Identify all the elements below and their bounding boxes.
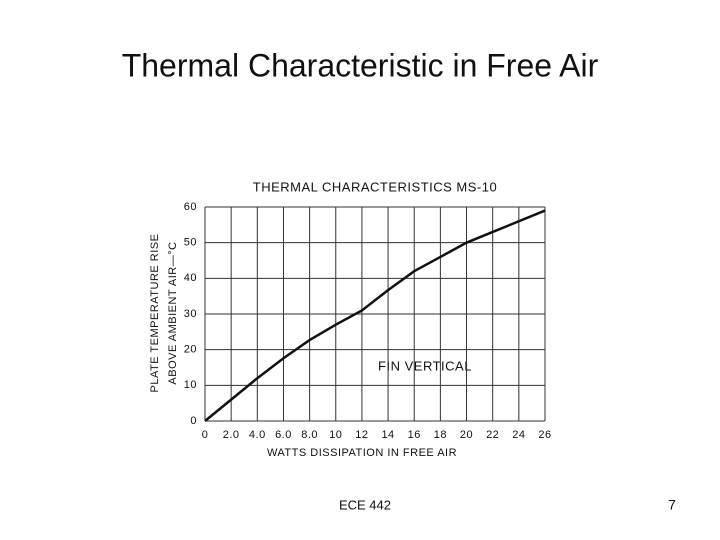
x-tick-label: 24 <box>512 429 525 441</box>
x-tick-label: 10 <box>329 429 342 441</box>
data-line <box>204 209 546 422</box>
x-tick-label: 22 <box>486 429 499 441</box>
x-tick-label: 18 <box>434 429 447 441</box>
y-tick-label: 60 <box>184 201 197 213</box>
x-tick-label: 2.0 <box>223 429 240 441</box>
y-tick-label: 40 <box>184 272 197 284</box>
x-tick-label: 16 <box>408 429 421 441</box>
annotation: FIN VERTICAL <box>378 358 472 373</box>
y-tick-label: 0 <box>190 415 197 427</box>
chart-title: THERMAL CHARACTERISTICS MS-10 <box>253 179 497 194</box>
y-axis-label: PLATE TEMPERATURE RISE <box>149 234 161 393</box>
y-tick-label: 50 <box>184 237 197 249</box>
page-number: 7 <box>668 497 676 513</box>
x-tick-label: 4.0 <box>249 429 266 441</box>
y-tick-label: 30 <box>184 308 197 320</box>
y-tick-label: 20 <box>184 344 197 356</box>
x-tick-label: 14 <box>381 429 394 441</box>
x-tick-label: 12 <box>355 429 368 441</box>
x-axis-label: WATTS DISSIPATION IN FREE AIR <box>267 447 457 459</box>
x-tick-label: 26 <box>538 429 551 441</box>
slide-title: Thermal Characteristic in Free Air <box>122 47 599 83</box>
x-tick-label: 20 <box>460 429 473 441</box>
x-tick-label: 6.0 <box>275 429 292 441</box>
footer: ECE 442 <box>339 497 391 512</box>
x-tick-label: 8.0 <box>301 429 318 441</box>
x-tick-label: 0 <box>202 429 209 441</box>
y-axis-label: ABOVE AMBIENT AIR—°C <box>167 241 179 384</box>
y-tick-label: 10 <box>184 379 197 391</box>
